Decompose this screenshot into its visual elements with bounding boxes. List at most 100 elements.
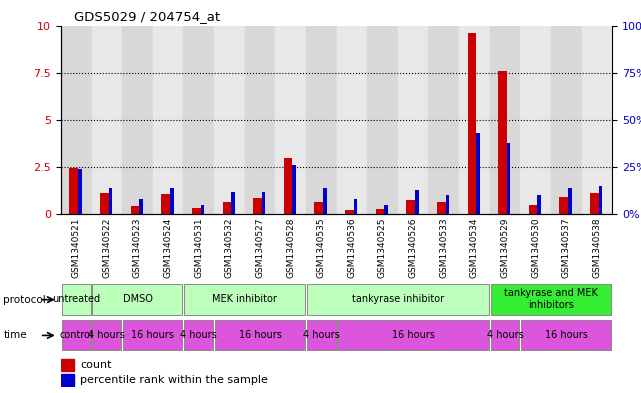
Bar	[498, 71, 507, 214]
Bar	[385, 205, 388, 214]
Bar	[590, 193, 599, 214]
Bar	[345, 210, 354, 214]
Bar	[284, 158, 292, 214]
Bar	[61, 374, 74, 386]
Bar	[78, 169, 81, 214]
Bar	[354, 199, 357, 214]
Text: GSM1340538: GSM1340538	[592, 217, 601, 278]
Bar	[507, 143, 510, 214]
Text: 16 hours: 16 hours	[545, 330, 588, 340]
Bar	[162, 195, 170, 214]
Bar	[262, 191, 265, 214]
Text: GSM1340525: GSM1340525	[378, 217, 387, 278]
Bar	[467, 33, 476, 214]
Bar	[490, 284, 612, 315]
Text: GSM1340524: GSM1340524	[163, 217, 172, 278]
Bar	[61, 26, 92, 214]
Bar	[192, 208, 201, 214]
Bar	[185, 284, 305, 315]
Bar	[170, 188, 174, 214]
Bar	[406, 200, 415, 214]
Bar	[337, 320, 488, 351]
Bar	[520, 26, 551, 214]
Bar	[376, 209, 385, 214]
Bar	[337, 26, 367, 214]
Bar	[92, 320, 121, 351]
Bar	[323, 188, 327, 214]
Text: GSM1340523: GSM1340523	[133, 217, 142, 278]
Bar	[568, 188, 572, 214]
Bar	[490, 26, 520, 214]
Text: MEK inhibitor: MEK inhibitor	[212, 294, 277, 304]
Text: GSM1340533: GSM1340533	[439, 217, 448, 278]
Text: 4 hours: 4 hours	[303, 330, 340, 340]
Text: tankyrase and MEK
inhibitors: tankyrase and MEK inhibitors	[504, 288, 598, 310]
Bar	[92, 26, 122, 214]
Text: GSM1340521: GSM1340521	[72, 217, 81, 278]
Bar	[253, 198, 262, 214]
Text: DMSO: DMSO	[122, 294, 153, 304]
Text: tankyrase inhibitor: tankyrase inhibitor	[352, 294, 444, 304]
Bar	[139, 199, 143, 214]
Bar	[109, 188, 112, 214]
Text: 16 hours: 16 hours	[392, 330, 435, 340]
Text: GSM1340526: GSM1340526	[408, 217, 417, 278]
Bar	[214, 26, 245, 214]
Bar	[61, 359, 74, 371]
Bar	[153, 26, 183, 214]
Bar	[551, 26, 581, 214]
Bar	[131, 206, 139, 214]
Bar	[398, 26, 428, 214]
Bar	[231, 191, 235, 214]
Bar	[62, 284, 90, 315]
Bar	[62, 320, 90, 351]
Bar	[599, 186, 603, 214]
Bar	[201, 205, 204, 214]
Bar	[521, 320, 612, 351]
Bar	[306, 26, 337, 214]
Bar	[459, 26, 490, 214]
Bar	[437, 202, 445, 214]
Text: 16 hours: 16 hours	[238, 330, 281, 340]
Text: GSM1340536: GSM1340536	[347, 217, 356, 278]
Bar	[315, 202, 323, 214]
Bar	[560, 197, 568, 214]
Bar	[537, 195, 541, 214]
Text: GSM1340531: GSM1340531	[194, 217, 203, 278]
Bar	[529, 205, 537, 214]
Bar	[215, 320, 305, 351]
Text: GSM1340530: GSM1340530	[531, 217, 540, 278]
Bar	[123, 320, 183, 351]
Bar	[476, 133, 480, 214]
Bar	[100, 193, 109, 214]
Bar	[428, 26, 459, 214]
Bar	[581, 26, 612, 214]
Bar	[275, 26, 306, 214]
Bar	[307, 284, 488, 315]
Bar	[490, 320, 519, 351]
Text: GSM1340529: GSM1340529	[501, 217, 510, 278]
Text: GSM1340535: GSM1340535	[317, 217, 326, 278]
Bar	[185, 320, 213, 351]
Bar	[92, 284, 183, 315]
Text: protocol: protocol	[3, 295, 46, 305]
Text: 16 hours: 16 hours	[131, 330, 174, 340]
Text: GSM1340527: GSM1340527	[256, 217, 265, 278]
Bar	[445, 195, 449, 214]
Text: untreated: untreated	[52, 294, 100, 304]
Bar	[69, 168, 78, 214]
Bar	[307, 320, 336, 351]
Text: GSM1340537: GSM1340537	[562, 217, 570, 278]
Text: 4 hours: 4 hours	[88, 330, 125, 340]
Text: 4 hours: 4 hours	[180, 330, 217, 340]
Text: 4 hours: 4 hours	[487, 330, 523, 340]
Text: GDS5029 / 204754_at: GDS5029 / 204754_at	[74, 10, 220, 23]
Bar	[367, 26, 398, 214]
Bar	[292, 165, 296, 214]
Text: percentile rank within the sample: percentile rank within the sample	[80, 375, 268, 385]
Bar	[183, 26, 214, 214]
Text: time: time	[3, 331, 27, 340]
Text: control: control	[60, 330, 93, 340]
Text: GSM1340528: GSM1340528	[286, 217, 295, 278]
Bar	[415, 190, 419, 214]
